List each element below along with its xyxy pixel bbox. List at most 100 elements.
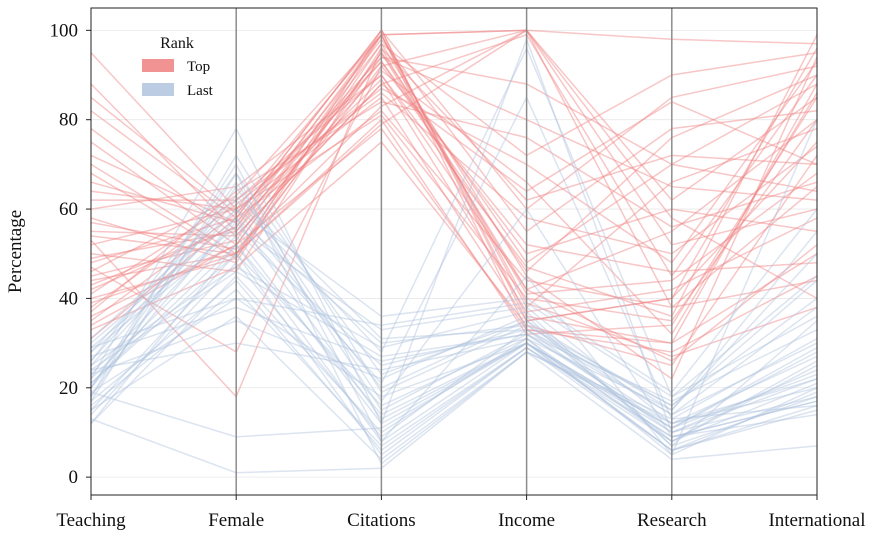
data-line	[90, 261, 818, 438]
data-line	[90, 96, 818, 335]
data-line	[90, 252, 818, 456]
legend-label-last: Last	[187, 83, 214, 99]
data-line	[90, 253, 818, 412]
data-line	[91, 73, 818, 291]
data-line	[90, 315, 818, 447]
y-tick-label: 80	[59, 110, 78, 131]
data-lines	[90, 28, 818, 474]
data-line	[90, 266, 818, 447]
data-line	[90, 34, 818, 318]
x-tick-label-female: Female	[208, 510, 264, 531]
data-line	[90, 96, 818, 322]
data-line	[90, 208, 818, 394]
data-line	[90, 306, 818, 403]
data-line	[90, 297, 818, 398]
data-line	[90, 37, 818, 434]
data-line	[90, 194, 818, 407]
data-line	[90, 38, 818, 233]
legend-swatch-last	[142, 83, 174, 96]
y-tick-label: 100	[50, 20, 79, 41]
x-tick-label-income: Income	[498, 510, 555, 531]
data-line	[90, 33, 818, 278]
data-line	[90, 60, 818, 273]
data-line	[90, 56, 818, 260]
legend: Rank Top Last	[142, 35, 214, 99]
data-line	[90, 91, 818, 295]
y-tick-label: 40	[59, 288, 78, 309]
y-tick-label: 0	[69, 467, 79, 488]
data-line	[90, 252, 818, 443]
data-line	[90, 95, 818, 421]
data-line	[90, 162, 818, 452]
data-line	[90, 51, 818, 362]
data-line	[90, 83, 818, 237]
x-tick-label-research: Research	[637, 510, 707, 531]
data-line	[90, 64, 818, 354]
x-tick-label-international: International	[768, 510, 865, 531]
data-line	[90, 153, 818, 416]
legend-title: Rank	[160, 35, 194, 52]
data-line	[90, 216, 818, 438]
data-line	[90, 46, 818, 399]
data-line	[90, 279, 818, 452]
data-line	[90, 46, 818, 398]
data-line	[90, 217, 818, 407]
y-tick-label: 20	[59, 378, 78, 399]
data-line	[90, 270, 818, 429]
data-line	[90, 28, 818, 344]
legend-label-top: Top	[187, 59, 210, 75]
series-last	[90, 37, 818, 474]
data-line	[90, 171, 818, 465]
data-line	[90, 61, 818, 308]
y-tick-label: 60	[59, 199, 78, 220]
data-line	[90, 351, 818, 474]
data-line	[90, 28, 818, 340]
series-top	[90, 28, 818, 399]
data-line	[90, 29, 818, 211]
data-line	[90, 42, 818, 380]
y-axis-ticks: 0 20 40 60 80 100	[50, 20, 91, 488]
legend-items: Top Last	[142, 59, 214, 99]
data-line	[90, 29, 818, 255]
data-line	[90, 69, 818, 336]
data-line	[90, 315, 818, 461]
x-axis-ticks: Teaching Female Citations Income Research Int…	[56, 495, 866, 531]
plot-frame	[90, 7, 818, 496]
data-line	[90, 100, 818, 313]
x-tick-label-teaching: Teaching	[56, 510, 126, 531]
data-line	[90, 46, 818, 273]
data-line	[90, 29, 818, 273]
data-line	[90, 185, 818, 425]
data-line	[90, 29, 818, 220]
data-line	[90, 29, 818, 300]
data-line	[90, 29, 818, 309]
data-line	[90, 51, 818, 264]
parallel-axes	[235, 8, 673, 495]
x-tick-label-citations: Citations	[347, 510, 416, 531]
data-line	[90, 114, 818, 322]
data-line	[90, 119, 818, 457]
data-line	[90, 33, 818, 358]
data-line	[90, 78, 818, 313]
data-line	[90, 243, 818, 452]
data-line	[90, 33, 818, 344]
data-line	[90, 127, 818, 353]
legend-swatch-top	[142, 59, 174, 72]
data-line	[90, 342, 818, 438]
grid-lines	[91, 29, 817, 478]
data-line	[90, 230, 818, 416]
data-line	[90, 297, 818, 429]
data-line	[90, 180, 818, 438]
data-line	[90, 109, 818, 309]
data-line	[90, 60, 818, 291]
data-line	[90, 172, 818, 412]
data-line	[90, 225, 818, 425]
data-line	[90, 140, 818, 367]
data-line	[90, 234, 818, 429]
data-line	[90, 275, 818, 456]
data-line	[90, 288, 818, 447]
data-line	[90, 207, 818, 443]
y-axis-label: Percentage	[5, 210, 26, 293]
